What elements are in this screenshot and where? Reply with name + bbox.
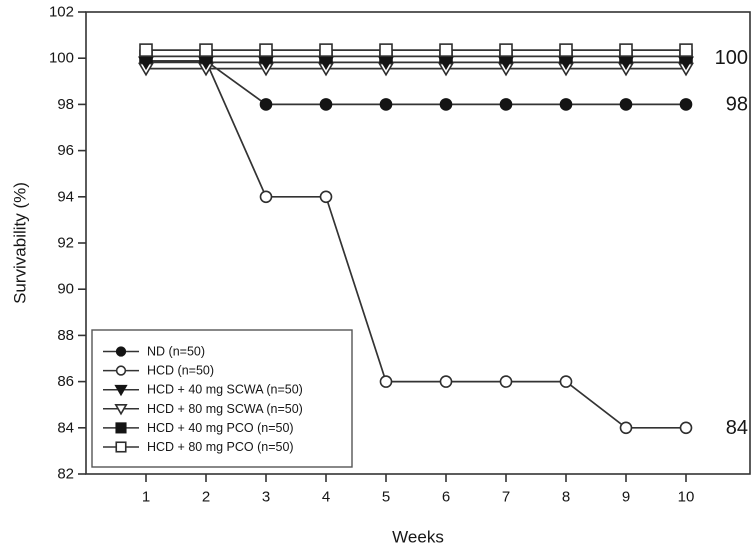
legend-label: HCD + 80 mg SCWA (n=50): [147, 402, 303, 416]
y-tick-label: 96: [57, 142, 74, 159]
circle-filled-marker: [379, 98, 393, 111]
triangle-down-filled-marker: [114, 384, 128, 397]
x-tick-label: 3: [262, 489, 270, 506]
circle-open-marker: [115, 365, 127, 376]
annotation-100: 100: [715, 47, 748, 69]
circle-open-marker: [439, 375, 453, 388]
y-tick-label: 86: [57, 373, 74, 390]
circle-filled-marker: [115, 346, 127, 357]
y-tick-label: 100: [49, 50, 74, 67]
x-tick-label: 9: [622, 489, 630, 506]
square-open-marker: [559, 43, 573, 57]
circle-filled-marker: [559, 98, 573, 111]
circle-open-marker: [679, 421, 693, 435]
square-open-marker: [199, 43, 213, 57]
square-open-marker: [439, 43, 453, 57]
x-tick-label: 6: [442, 489, 450, 506]
square-open-marker: [619, 43, 633, 57]
square-open-marker: [379, 43, 393, 57]
y-axis-title: Survivability (%): [11, 182, 30, 304]
x-tick-label: 7: [502, 489, 510, 506]
annotation-84: 84: [726, 417, 748, 439]
square-open-marker: [139, 43, 153, 57]
x-tick-label: 10: [678, 489, 695, 506]
y-tick-label: 102: [49, 4, 74, 21]
circle-filled-marker: [679, 98, 693, 111]
square-open-marker: [679, 43, 693, 57]
circle-open-marker: [619, 421, 633, 435]
series-line-0: [146, 60, 686, 106]
circle-filled-marker: [499, 98, 513, 111]
circle-open-marker: [559, 375, 573, 388]
annotation-98: 98: [726, 93, 748, 115]
y-tick-label: 88: [57, 327, 74, 344]
circle-filled-marker: [319, 98, 333, 111]
x-tick-label: 5: [382, 489, 390, 506]
legend-label: HCD (n=50): [147, 364, 214, 378]
square-filled-marker: [115, 422, 127, 434]
x-tick-label: 2: [202, 489, 210, 506]
circle-open-marker: [499, 375, 513, 388]
circle-open-marker: [319, 190, 333, 204]
square-open-marker: [499, 43, 513, 57]
y-tick-label: 84: [57, 419, 74, 436]
circle-filled-marker: [619, 98, 633, 111]
legend-label: HCD + 80 mg PCO (n=50): [147, 440, 294, 454]
y-tick-label: 82: [57, 466, 74, 483]
y-tick-label: 92: [57, 235, 74, 252]
circle-filled-marker: [259, 98, 273, 111]
square-open-marker: [115, 441, 127, 453]
y-tick-label: 94: [57, 188, 74, 205]
x-tick-label: 8: [562, 489, 570, 506]
y-tick-label: 90: [57, 281, 74, 298]
legend-label: ND (n=50): [147, 345, 205, 359]
circle-open-marker: [379, 375, 393, 388]
circle-filled-marker: [439, 98, 453, 111]
x-tick-label: 4: [322, 489, 330, 506]
legend-label: HCD + 40 mg PCO (n=50): [147, 421, 294, 435]
square-open-marker: [319, 43, 333, 57]
legend-label: HCD + 40 mg SCWA (n=50): [147, 383, 303, 397]
x-tick-label: 1: [142, 489, 150, 506]
legend-box: [91, 329, 353, 468]
y-tick-label: 98: [57, 96, 74, 113]
circle-open-marker: [259, 190, 273, 204]
square-open-marker: [259, 43, 273, 57]
x-axis-title: Weeks: [392, 528, 444, 547]
triangle-down-open-marker: [114, 404, 128, 416]
series-line-1: [146, 60, 686, 429]
